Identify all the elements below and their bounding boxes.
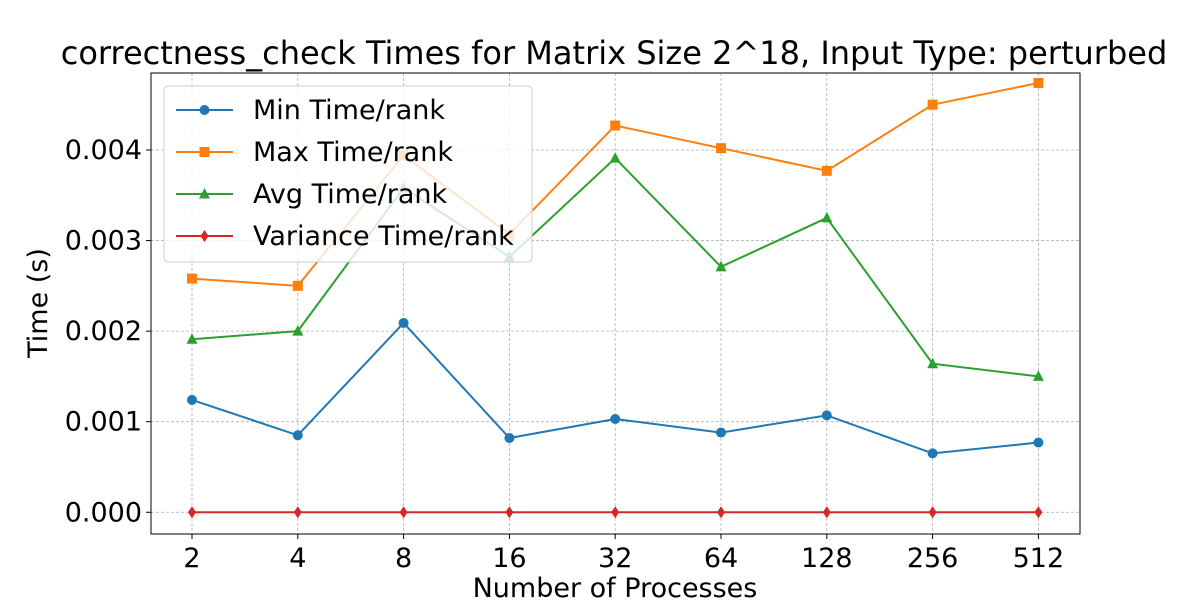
data-point-min-time-rank [187, 394, 197, 405]
legend-item-variance-time-rank: Variance Time/rank [176, 221, 514, 252]
legend-box [163, 85, 533, 263]
legend-label: Min Time/rank [253, 95, 445, 126]
legend-marker [199, 105, 210, 115]
y-tick-label: 0.004 [65, 135, 142, 166]
data-point-max-time-rank [1033, 77, 1044, 88]
series-variance-time-rank [188, 506, 1043, 519]
data-point-variance-time-rank [611, 506, 620, 519]
y-tick-label: 0.002 [65, 316, 142, 347]
x-tick-label: 8 [395, 543, 412, 574]
data-point-min-time-rank [821, 410, 832, 421]
legend-item-max-time-rank: Max Time/rank [176, 137, 453, 168]
data-point-max-time-rank [187, 273, 197, 284]
y-tick-label: 0.000 [65, 497, 142, 528]
data-point-min-time-rank [504, 432, 515, 443]
data-point-max-time-rank [292, 280, 303, 291]
legend-label: Max Time/rank [253, 137, 453, 168]
data-point-variance-time-rank [505, 506, 514, 519]
data-point-variance-time-rank [822, 506, 831, 519]
data-point-max-time-rank [927, 99, 938, 110]
data-point-avg-time-rank [292, 325, 304, 336]
data-point-variance-time-rank [399, 506, 408, 519]
data-point-variance-time-rank [717, 506, 725, 519]
data-point-min-time-rank [292, 430, 303, 441]
x-tick-label: 2 [183, 543, 200, 574]
data-point-min-time-rank [1033, 437, 1044, 448]
data-point-avg-time-rank [186, 333, 198, 344]
chart-title: correctness_check Times for Matrix Size … [61, 34, 1168, 72]
data-point-max-time-rank [610, 120, 621, 131]
x-tick-label: 128 [801, 543, 853, 574]
x-axis-label: Number of Processes [473, 573, 758, 600]
data-point-avg-time-rank [1032, 370, 1044, 381]
y-tick-label: 0.003 [65, 226, 142, 257]
data-point-avg-time-rank [609, 152, 621, 163]
legend-marker [199, 188, 210, 199]
legend-label: Variance Time/rank [253, 221, 514, 252]
y-tick-label: 0.001 [65, 407, 142, 438]
data-point-min-time-rank [398, 317, 409, 328]
legend-marker [199, 147, 210, 157]
data-point-avg-time-rank [927, 357, 939, 369]
data-point-max-time-rank [716, 143, 726, 154]
data-point-variance-time-rank [188, 506, 196, 519]
data-point-min-time-rank [610, 413, 621, 424]
data-point-variance-time-rank [928, 506, 937, 519]
data-point-avg-time-rank [715, 260, 727, 272]
x-tick-label: 64 [704, 543, 738, 574]
y-axis-label: Time (s) [23, 248, 54, 359]
data-point-variance-time-rank [293, 506, 302, 519]
legend-item-min-time-rank: Min Time/rank [176, 95, 445, 126]
legend-item-avg-time-rank: Avg Time/rank [176, 179, 448, 210]
y-axis-ticks: 0.000 0.001 0.002 0.003 0.004 [65, 135, 151, 528]
data-point-min-time-rank [716, 427, 726, 438]
legend: Min Time/rank Max Time/rank Avg Time/rank V… [163, 85, 533, 263]
x-tick-label: 512 [1013, 543, 1065, 574]
x-tick-label: 16 [492, 543, 526, 574]
x-tick-label: 32 [598, 543, 632, 574]
data-point-min-time-rank [927, 448, 938, 459]
series-min-time-rank [187, 317, 1044, 459]
x-axis-ticks: 2 4 8 16 32 64 128 256 512 [183, 534, 1064, 574]
data-point-max-time-rank [821, 165, 832, 176]
x-tick-label: 256 [907, 543, 959, 574]
legend-label: Avg Time/rank [253, 179, 448, 210]
data-point-avg-time-rank [821, 211, 833, 223]
legend-marker [200, 230, 209, 242]
x-tick-label: 4 [289, 543, 306, 574]
data-point-variance-time-rank [1034, 506, 1043, 519]
